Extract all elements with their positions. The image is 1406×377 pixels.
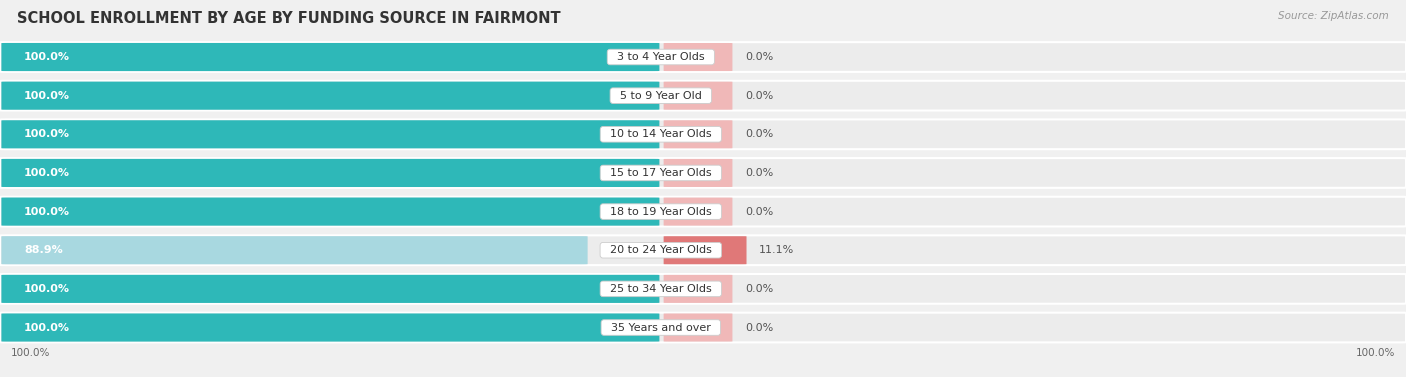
- FancyBboxPatch shape: [664, 43, 733, 71]
- Text: 11.1%: 11.1%: [759, 245, 794, 255]
- Text: 3 to 4 Year Olds: 3 to 4 Year Olds: [610, 52, 711, 62]
- Text: 100.0%: 100.0%: [1355, 348, 1395, 358]
- Text: 100.0%: 100.0%: [24, 207, 70, 217]
- FancyBboxPatch shape: [1, 275, 659, 303]
- Text: 100.0%: 100.0%: [24, 52, 70, 62]
- Text: 100.0%: 100.0%: [24, 284, 70, 294]
- FancyBboxPatch shape: [0, 313, 1406, 342]
- FancyBboxPatch shape: [0, 274, 1406, 304]
- Text: 0.0%: 0.0%: [745, 52, 773, 62]
- Text: 5 to 9 Year Old: 5 to 9 Year Old: [613, 90, 709, 101]
- FancyBboxPatch shape: [1, 43, 659, 71]
- FancyBboxPatch shape: [1, 198, 659, 226]
- Text: 0.0%: 0.0%: [745, 322, 773, 333]
- FancyBboxPatch shape: [664, 82, 733, 110]
- Text: 20 to 24 Year Olds: 20 to 24 Year Olds: [603, 245, 718, 255]
- FancyBboxPatch shape: [0, 235, 1406, 265]
- Text: 0.0%: 0.0%: [745, 90, 773, 101]
- Legend: Public School, Private School: Public School, Private School: [589, 374, 817, 377]
- FancyBboxPatch shape: [1, 81, 659, 110]
- FancyBboxPatch shape: [664, 120, 733, 148]
- Text: 35 Years and over: 35 Years and over: [605, 322, 717, 333]
- Text: 100.0%: 100.0%: [24, 168, 70, 178]
- Text: 10 to 14 Year Olds: 10 to 14 Year Olds: [603, 129, 718, 139]
- Text: 18 to 19 Year Olds: 18 to 19 Year Olds: [603, 207, 718, 217]
- Text: 0.0%: 0.0%: [745, 129, 773, 139]
- Text: Source: ZipAtlas.com: Source: ZipAtlas.com: [1278, 11, 1389, 21]
- Text: 88.9%: 88.9%: [24, 245, 63, 255]
- Text: 25 to 34 Year Olds: 25 to 34 Year Olds: [603, 284, 718, 294]
- Text: 0.0%: 0.0%: [745, 284, 773, 294]
- FancyBboxPatch shape: [664, 159, 733, 187]
- Text: 100.0%: 100.0%: [24, 90, 70, 101]
- Text: 100.0%: 100.0%: [11, 348, 51, 358]
- FancyBboxPatch shape: [1, 120, 659, 149]
- FancyBboxPatch shape: [1, 159, 659, 187]
- FancyBboxPatch shape: [664, 198, 733, 225]
- Text: 15 to 17 Year Olds: 15 to 17 Year Olds: [603, 168, 718, 178]
- FancyBboxPatch shape: [1, 236, 588, 264]
- FancyBboxPatch shape: [0, 120, 1406, 149]
- Text: 0.0%: 0.0%: [745, 207, 773, 217]
- FancyBboxPatch shape: [664, 314, 733, 342]
- FancyBboxPatch shape: [0, 81, 1406, 110]
- FancyBboxPatch shape: [664, 236, 747, 264]
- Text: 0.0%: 0.0%: [745, 168, 773, 178]
- Text: 100.0%: 100.0%: [24, 129, 70, 139]
- FancyBboxPatch shape: [1, 313, 659, 342]
- FancyBboxPatch shape: [0, 197, 1406, 227]
- FancyBboxPatch shape: [664, 275, 733, 303]
- FancyBboxPatch shape: [0, 42, 1406, 72]
- FancyBboxPatch shape: [0, 158, 1406, 188]
- Text: 100.0%: 100.0%: [24, 322, 70, 333]
- Text: SCHOOL ENROLLMENT BY AGE BY FUNDING SOURCE IN FAIRMONT: SCHOOL ENROLLMENT BY AGE BY FUNDING SOUR…: [17, 11, 561, 26]
